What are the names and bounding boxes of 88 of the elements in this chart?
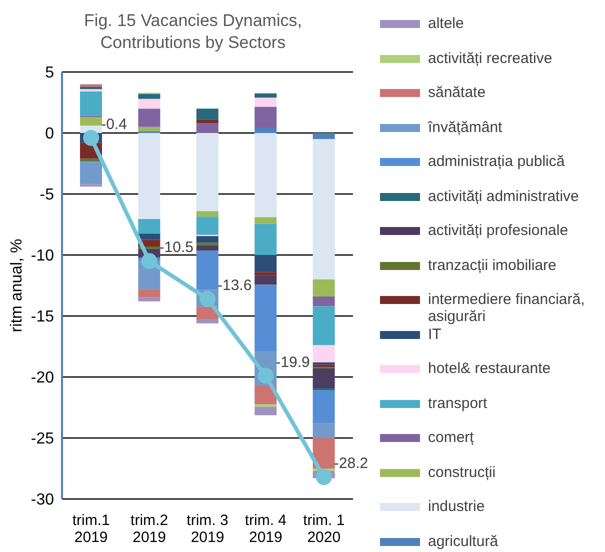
bar — [312, 139, 335, 280]
legend-label: intermediere financiară, asigurări — [428, 291, 586, 325]
bar — [138, 94, 160, 99]
data-label: -28.2 — [334, 455, 368, 472]
bar — [138, 234, 160, 240]
bar — [312, 133, 335, 140]
bar — [254, 255, 277, 272]
bar — [312, 390, 335, 424]
legend-label: IT — [428, 326, 442, 342]
legend-label: industrie — [428, 498, 485, 515]
legend-label: activități administrative — [428, 188, 579, 204]
bar — [138, 126, 160, 132]
y-tick-label: 5 — [45, 64, 54, 82]
bar — [196, 123, 218, 133]
chart-title: Fig. 15 Vacancies Dynamics, Contributions by Sectors — [83, 10, 303, 54]
bar — [80, 117, 102, 126]
point — [316, 469, 332, 486]
bar — [80, 184, 102, 187]
bar — [196, 250, 218, 290]
y-tick-label: 0 — [45, 126, 54, 143]
legend-label: învățământ — [428, 118, 502, 136]
bar — [312, 368, 335, 388]
bar — [196, 120, 218, 124]
bar — [80, 86, 102, 90]
legend-label: hotel& restaurante — [428, 360, 551, 377]
y-tick-label: -5 — [40, 186, 54, 204]
point — [83, 130, 100, 146]
bar — [80, 92, 102, 116]
bar — [254, 106, 277, 128]
legend-label: construcții — [428, 464, 496, 480]
bar — [196, 108, 218, 120]
x-tick-label: trim. 4 2019 — [244, 512, 287, 546]
bar — [196, 236, 218, 243]
bar — [254, 275, 277, 285]
bar — [254, 386, 277, 404]
bar — [138, 297, 160, 302]
bar — [254, 133, 277, 218]
bar — [80, 162, 102, 184]
bar — [196, 216, 218, 235]
bar — [312, 345, 335, 362]
data-label: -0.4 — [101, 116, 127, 133]
bar — [312, 362, 335, 365]
bar — [312, 438, 335, 468]
bar — [254, 284, 277, 352]
bar — [138, 98, 160, 109]
bar — [196, 211, 218, 217]
x-tick-label: trim. 1 2020 — [303, 512, 345, 546]
bar — [254, 128, 277, 133]
bar — [138, 133, 160, 220]
legend-label: activități profesionale — [428, 222, 568, 239]
bar — [254, 272, 277, 276]
legend-label: transport — [428, 394, 488, 412]
y-tick-label: -25 — [30, 430, 54, 448]
bar — [254, 217, 277, 224]
bar — [312, 279, 335, 296]
y-axis-title: ritm anual, % — [8, 238, 26, 332]
y-tick-label: -10 — [30, 248, 54, 265]
bar — [254, 224, 277, 255]
legend-label: administrația publică — [428, 153, 565, 170]
bar — [196, 245, 218, 251]
y-tick-label: -20 — [30, 370, 54, 387]
bar — [80, 89, 102, 92]
point — [141, 253, 158, 270]
legend-label: comerț — [428, 429, 474, 446]
legend-label: altele — [428, 15, 464, 32]
y-tick-label: -15 — [30, 308, 54, 326]
bar — [196, 133, 218, 212]
bar — [312, 306, 335, 346]
bar — [254, 93, 277, 98]
bar — [80, 84, 102, 87]
bar — [138, 219, 160, 234]
legend-label: sănătate — [428, 84, 486, 101]
bar — [254, 404, 277, 407]
bar — [312, 388, 335, 390]
x-tick-label: trim. 3 2019 — [186, 512, 228, 546]
bar — [196, 319, 218, 324]
x-tick-label: trim.1 2019 — [72, 512, 110, 546]
legend-label: agricultură — [428, 532, 498, 550]
x-tick-label: trim.2 2019 — [130, 512, 168, 546]
bar — [254, 406, 277, 416]
legend-label: activități recreative — [428, 50, 552, 66]
y-tick-label: -30 — [30, 492, 54, 509]
bar — [138, 108, 160, 127]
legend-label: tranzacții imobiliare — [428, 256, 556, 274]
bar — [312, 296, 335, 306]
bar — [138, 289, 160, 298]
bar — [312, 423, 335, 438]
bar — [254, 98, 277, 107]
